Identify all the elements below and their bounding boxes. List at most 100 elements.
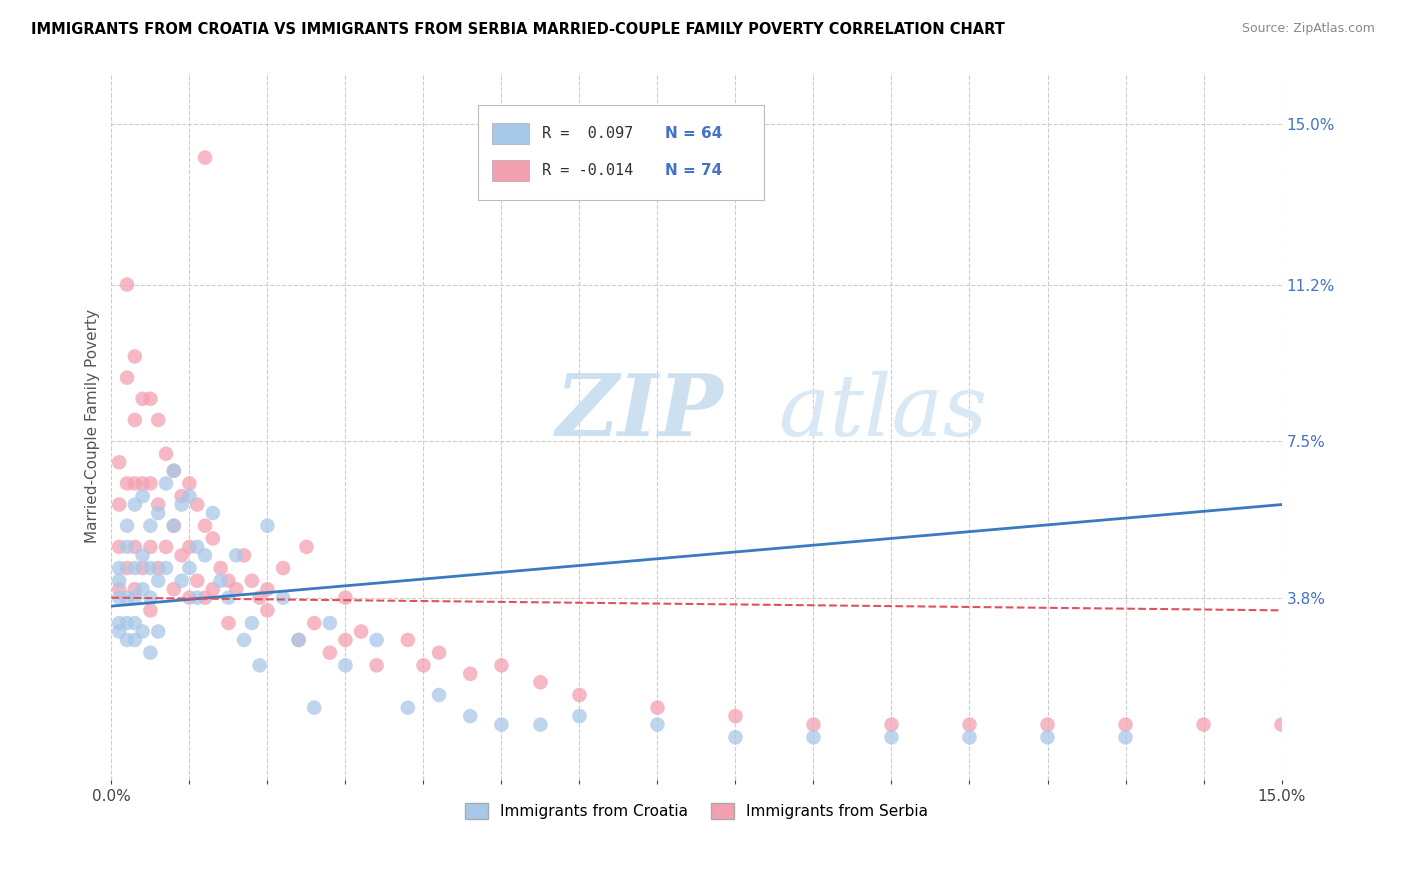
Point (271, 591, 294, 605)
Point (131, 476, 153, 491)
Point (803, 717, 825, 731)
Point (396, 700, 419, 714)
Point (366, 632, 388, 647)
Point (287, 632, 309, 647)
Point (249, 658, 271, 673)
Point (201, 582, 224, 597)
Point (396, 632, 419, 647)
Point (139, 603, 162, 617)
Point (186, 574, 208, 588)
Point (131, 561, 153, 575)
Point (124, 350, 146, 364)
Point (115, 370, 138, 384)
Text: R = -0.014: R = -0.014 (541, 163, 633, 178)
Point (287, 632, 309, 647)
Point (427, 646, 450, 660)
Text: N = 64: N = 64 (665, 127, 723, 141)
Point (271, 561, 294, 575)
Point (249, 591, 271, 605)
Point (131, 392, 153, 406)
Point (256, 518, 278, 533)
Text: ZIP: ZIP (555, 370, 724, 454)
Point (647, 717, 669, 731)
Point (319, 646, 342, 660)
Point (256, 603, 278, 617)
Point (302, 700, 325, 714)
Point (108, 540, 131, 554)
Point (108, 455, 131, 469)
Point (335, 591, 357, 605)
FancyBboxPatch shape (478, 104, 765, 200)
Point (163, 582, 186, 597)
Point (179, 489, 201, 503)
Point (194, 591, 217, 605)
Point (108, 591, 131, 605)
Text: N = 74: N = 74 (665, 163, 723, 178)
Point (427, 688, 450, 702)
Point (568, 688, 591, 702)
Point (148, 498, 170, 512)
Point (225, 549, 247, 563)
Point (240, 574, 263, 588)
Point (1270, 717, 1292, 731)
Point (115, 615, 138, 630)
Point (217, 574, 239, 588)
Point (724, 709, 747, 723)
Point (139, 591, 162, 605)
Point (217, 591, 239, 605)
Point (148, 506, 170, 520)
Point (139, 392, 162, 406)
Point (131, 582, 153, 597)
Point (458, 666, 481, 681)
Point (529, 675, 551, 690)
Point (124, 498, 146, 512)
Point (201, 506, 224, 520)
Point (217, 615, 239, 630)
Point (491, 658, 513, 673)
Point (163, 518, 186, 533)
Point (163, 464, 186, 478)
Point (124, 591, 146, 605)
Point (240, 615, 263, 630)
Point (115, 277, 138, 292)
Point (115, 591, 138, 605)
Point (1036, 731, 1059, 745)
Point (529, 717, 551, 731)
Bar (492, 123, 529, 145)
Point (1192, 717, 1215, 731)
Point (124, 615, 146, 630)
Point (131, 489, 153, 503)
Point (209, 561, 232, 575)
Point (1115, 717, 1137, 731)
Point (170, 549, 193, 563)
Bar (492, 160, 529, 181)
Point (131, 624, 153, 639)
Point (350, 624, 373, 639)
Point (233, 549, 256, 563)
Point (155, 476, 177, 491)
Point (139, 518, 162, 533)
Text: atlas: atlas (779, 371, 987, 453)
Point (148, 574, 170, 588)
Point (1036, 717, 1059, 731)
Point (139, 540, 162, 554)
Point (124, 632, 146, 647)
Point (335, 658, 357, 673)
Point (170, 574, 193, 588)
Point (959, 731, 981, 745)
Legend: Immigrants from Croatia, Immigrants from Serbia: Immigrants from Croatia, Immigrants from… (458, 797, 934, 825)
Point (163, 464, 186, 478)
Point (108, 498, 131, 512)
Point (115, 518, 138, 533)
Point (148, 413, 170, 427)
Point (179, 476, 201, 491)
Point (108, 582, 131, 597)
Point (179, 591, 201, 605)
Text: IMMIGRANTS FROM CROATIA VS IMMIGRANTS FROM SERBIA MARRIED-COUPLE FAMILY POVERTY : IMMIGRANTS FROM CROATIA VS IMMIGRANTS FR… (31, 22, 1005, 37)
Point (647, 700, 669, 714)
Point (233, 632, 256, 647)
Point (295, 540, 318, 554)
Point (139, 646, 162, 660)
Point (1115, 731, 1137, 745)
Point (335, 632, 357, 647)
